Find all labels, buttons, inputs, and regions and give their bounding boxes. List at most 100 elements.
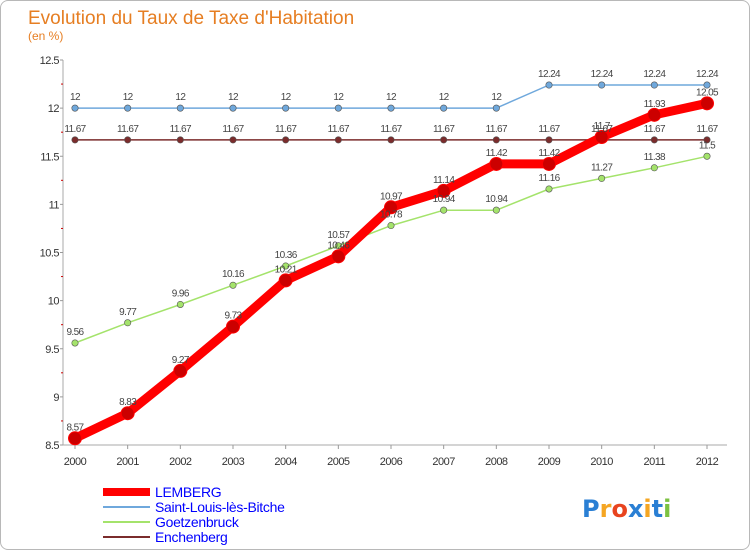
data-point <box>226 319 240 334</box>
data-point <box>598 81 606 89</box>
data-label: 12 <box>228 92 239 103</box>
data-label: 11.67 <box>328 124 350 135</box>
data-point <box>647 107 662 122</box>
data-label: 11.42 <box>486 148 508 159</box>
x-tick-label: 2005 <box>327 456 350 468</box>
data-label: 10.16 <box>222 269 245 280</box>
data-label: 12 <box>123 92 134 103</box>
data-point <box>700 96 714 111</box>
data-label: 11.67 <box>644 124 666 135</box>
data-point <box>176 104 184 112</box>
data-point <box>229 104 237 112</box>
data-label: 11.67 <box>64 124 86 135</box>
data-label: 12 <box>439 92 450 103</box>
data-label: 9.73 <box>224 311 242 322</box>
data-point <box>229 136 237 144</box>
data-label: 11.42 <box>538 148 560 159</box>
data-label: 10.57 <box>327 230 350 241</box>
data-point <box>278 273 293 288</box>
data-label: 12.24 <box>591 69 614 80</box>
data-label: 11.16 <box>538 173 560 184</box>
x-tick-label: 2008 <box>485 456 508 468</box>
data-point <box>173 363 188 378</box>
data-point <box>703 81 711 89</box>
data-point <box>703 152 711 160</box>
chart-title: Evolution du Taux de Taxe d'Habitation <box>28 8 354 29</box>
data-point <box>440 206 448 214</box>
series-line-0 <box>70 98 712 443</box>
data-label: 11.93 <box>644 99 666 110</box>
data-point <box>176 300 184 308</box>
chart-subtitle: (en %) <box>28 29 63 43</box>
data-point <box>229 281 237 289</box>
data-point <box>542 156 556 171</box>
data-label: 11.67 <box>380 124 402 135</box>
data-label: 10.46 <box>327 240 350 251</box>
data-label: 11.14 <box>433 175 455 186</box>
data-label: 12 <box>175 92 186 103</box>
data-point <box>71 339 79 347</box>
x-tick-label: 2002 <box>169 456 192 468</box>
data-label: 10.94 <box>485 194 508 205</box>
data-label: 12.24 <box>538 69 561 80</box>
data-label: 12 <box>491 92 502 103</box>
data-point <box>492 104 500 112</box>
data-label: 10.94 <box>433 194 456 205</box>
data-label: 11.27 <box>591 162 613 173</box>
data-label: 8.57 <box>66 422 84 433</box>
x-tick-label: 2009 <box>538 456 561 468</box>
data-label: 11.67 <box>538 124 560 135</box>
data-point <box>492 136 500 144</box>
data-label: 9.27 <box>172 355 190 366</box>
y-tick-label: 10.5 <box>40 248 60 260</box>
data-point <box>334 242 342 250</box>
data-label: 8.83 <box>119 397 137 408</box>
data-point <box>489 156 504 171</box>
data-point <box>440 136 448 144</box>
x-tick-label: 2001 <box>116 456 139 468</box>
data-point <box>387 104 395 112</box>
data-point <box>124 136 132 144</box>
data-label: 11.67 <box>275 124 297 135</box>
y-tick-label: 12 <box>48 103 60 115</box>
data-label: 10.21 <box>275 264 298 275</box>
data-label: 10.36 <box>275 250 298 261</box>
data-point <box>703 136 711 144</box>
data-point <box>124 104 132 112</box>
data-point <box>545 136 553 144</box>
y-tick-label: 9 <box>53 392 59 404</box>
x-tick-label: 2006 <box>380 456 403 468</box>
data-label: 12.05 <box>696 87 719 98</box>
data-label: 11.67 <box>170 124 192 135</box>
x-tick-label: 2003 <box>222 456 245 468</box>
data-point <box>124 319 132 327</box>
data-point <box>598 174 606 182</box>
data-label: 10.78 <box>380 210 403 221</box>
data-label: 12 <box>70 92 81 103</box>
data-point <box>594 130 609 144</box>
data-point <box>387 136 395 144</box>
data-label: 11.5 <box>699 140 716 151</box>
x-tick-label: 2012 <box>696 456 719 468</box>
x-tick-label: 2000 <box>64 456 87 468</box>
data-label: 11.38 <box>644 152 666 163</box>
x-tick-label: 2010 <box>590 456 613 468</box>
data-label: 9.77 <box>119 307 137 318</box>
data-label: 12.24 <box>643 69 666 80</box>
y-tick-label: 11.5 <box>40 151 59 163</box>
data-label: 11.67 <box>591 124 613 135</box>
data-point <box>650 164 658 172</box>
y-tick-label: 9.5 <box>45 344 59 356</box>
data-label: 12.24 <box>696 69 719 80</box>
data-point <box>436 183 451 198</box>
data-label: 11.67 <box>433 124 455 135</box>
series-line-2 <box>74 155 708 344</box>
data-label: 11.67 <box>222 124 244 135</box>
data-point <box>384 200 398 215</box>
legend-label: LEMBERG <box>155 484 221 500</box>
data-label: 11.7 <box>594 121 611 132</box>
data-point <box>440 104 448 112</box>
y-tick-label: 11 <box>49 199 60 211</box>
data-point <box>71 136 79 144</box>
